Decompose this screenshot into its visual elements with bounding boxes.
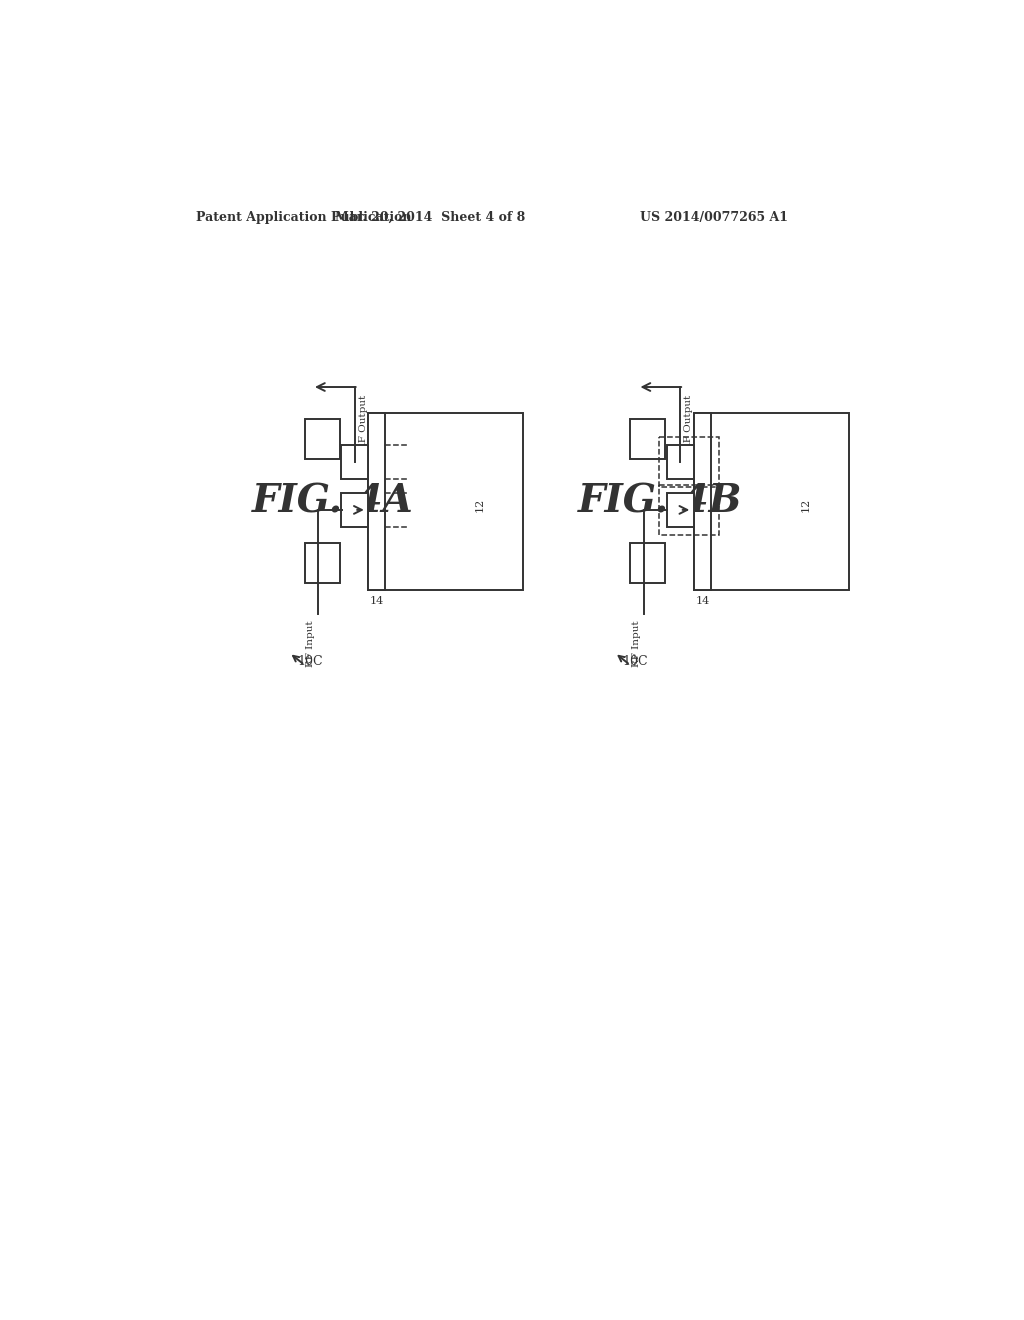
Text: US 2014/0077265 A1: US 2014/0077265 A1 [640,211,787,224]
Text: 12: 12 [801,498,810,512]
Text: 10C: 10C [297,655,323,668]
Bar [630,544,665,583]
Bar [369,412,385,590]
Text: 24B: 24B [317,428,327,449]
Text: 24A: 24A [317,553,327,574]
Bar [341,445,369,479]
Text: 14: 14 [370,595,384,606]
Text: RF Input: RF Input [306,620,315,667]
Text: FIG. 4A: FIG. 4A [252,482,414,520]
Text: FIG. 4B: FIG. 4B [578,482,742,520]
Text: Mar. 20, 2014  Sheet 4 of 8: Mar. 20, 2014 Sheet 4 of 8 [335,211,525,224]
Text: 14: 14 [695,595,710,606]
Text: 12: 12 [475,498,484,512]
Bar [693,412,711,590]
Text: RF Input: RF Input [632,620,641,667]
Bar [658,484,719,535]
Bar [305,418,340,459]
Text: Patent Application Publication: Patent Application Publication [197,211,412,224]
Text: 24A: 24A [643,553,652,574]
Text: 10C: 10C [623,655,648,668]
Text: RF Output: RF Output [684,395,693,450]
Text: 22: 22 [347,457,361,467]
Text: 20: 20 [673,506,687,515]
Text: 20: 20 [347,506,361,515]
Bar [658,437,719,487]
Bar [305,544,340,583]
Bar [693,412,849,590]
Text: 22: 22 [673,457,687,467]
Text: 24B: 24B [643,428,652,449]
Text: RF Output: RF Output [358,395,368,450]
Bar [630,418,665,459]
Bar [667,445,693,479]
Bar [369,412,523,590]
Bar [341,492,369,527]
Bar [667,492,693,527]
